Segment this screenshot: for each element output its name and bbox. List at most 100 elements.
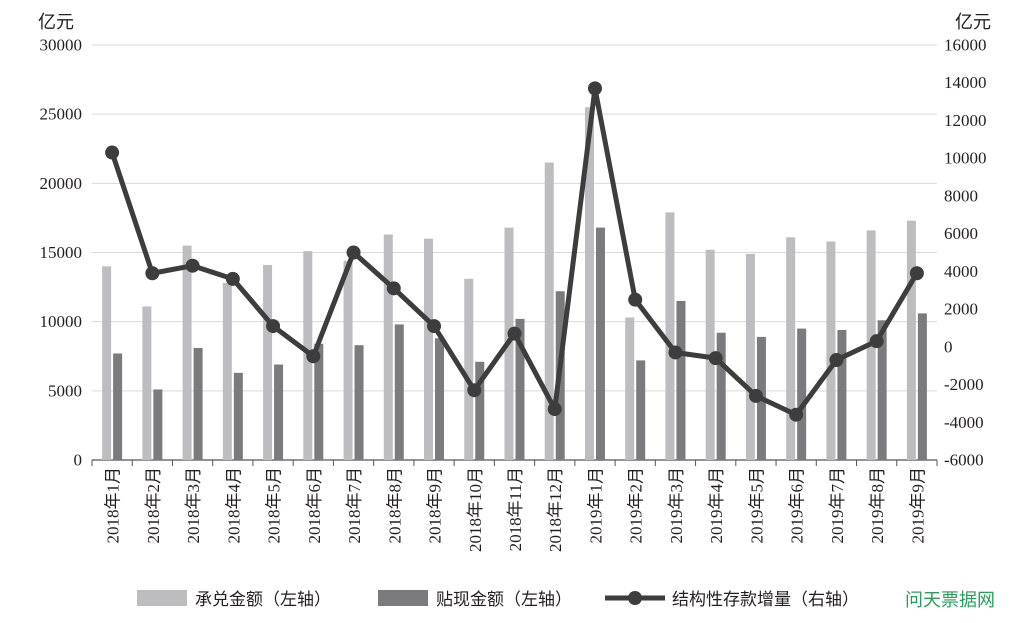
- bar-acceptance-1: [142, 306, 152, 460]
- bar-acceptance-4: [263, 264, 273, 460]
- deposit-point-10: [507, 326, 522, 341]
- deposit-point-6: [346, 245, 361, 260]
- x-tick-label-7: 2018年8月: [385, 467, 404, 544]
- legend-label-deposit: 结构性存款增量（右轴）: [672, 590, 859, 610]
- bar-discount-5: [314, 343, 324, 460]
- bar-acceptance-3: [222, 282, 232, 460]
- deposit-point-0: [105, 145, 120, 160]
- bar-acceptance-12: [584, 107, 594, 460]
- deposit-point-15: [708, 351, 723, 366]
- x-tick-label-20: 2019年9月: [908, 467, 927, 544]
- bar-discount-13: [636, 360, 646, 460]
- x-tick-label-15: 2019年4月: [707, 467, 726, 544]
- legend: 承兑金额（左轴） 贴现金额（左轴） 结构性存款增量（右轴）: [137, 590, 859, 610]
- x-tick-label-0: 2018年1月: [104, 467, 123, 544]
- y-tick-right-2: -2000: [944, 375, 984, 394]
- x-tick-label-6: 2018年7月: [345, 467, 364, 544]
- deposit-point-14: [668, 345, 683, 360]
- y-tick-left-3: 15000: [40, 243, 83, 262]
- left-axis-unit: 亿元: [38, 12, 74, 33]
- bar-discount-10: [515, 318, 525, 460]
- bar-acceptance-9: [464, 278, 474, 460]
- bar-discount-12: [595, 227, 605, 460]
- y-tick-right-0: -6000: [944, 451, 984, 470]
- bar-discount-1: [153, 389, 163, 460]
- gridlines: [92, 44, 937, 392]
- deposit-point-7: [386, 281, 401, 296]
- bar-discount-6: [354, 345, 364, 460]
- x-axis: [91, 459, 938, 466]
- y-tick-right-11: 16000: [944, 36, 987, 55]
- x-tick-label-3: 2018年4月: [224, 467, 243, 544]
- y-tick-left-1: 5000: [48, 381, 82, 400]
- bar-discount-14: [676, 300, 686, 460]
- bar-acceptance-8: [424, 238, 434, 460]
- left-axis-ticks: 0 5000 10000 15000 20000 25000 30000: [40, 36, 83, 470]
- bar-discount-20: [917, 313, 927, 460]
- x-tick-label-14: 2019年3月: [667, 467, 686, 544]
- legend-swatch-deposit-dot: [628, 591, 642, 605]
- deposit-point-12: [587, 81, 602, 96]
- x-tick-label-16: 2019年5月: [747, 467, 766, 544]
- y-tick-left-5: 25000: [40, 105, 83, 124]
- bar-discount-15: [716, 332, 726, 460]
- legend-swatch-discount: [378, 590, 428, 606]
- bar-acceptance-2: [182, 245, 192, 460]
- deposit-point-19: [869, 334, 884, 349]
- deposit-point-8: [427, 319, 442, 334]
- deposit-point-18: [829, 353, 844, 368]
- x-axis-labels: 2018年1月 2018年2月 2018年3月 2018年4月 2018年5月 2018年…: [104, 467, 928, 552]
- deposit-point-2: [185, 258, 200, 273]
- deposit-point-9: [467, 383, 482, 398]
- bar-discount-18: [837, 329, 847, 460]
- x-tick-label-18: 2019年7月: [828, 467, 847, 544]
- x-tick-label-19: 2019年8月: [868, 467, 887, 544]
- deposit-point-5: [306, 349, 321, 364]
- x-tick-label-9: 2018年10月: [466, 467, 485, 552]
- y-tick-right-4: 2000: [944, 300, 978, 319]
- deposit-point-13: [628, 292, 643, 307]
- x-tick-label-13: 2019年2月: [627, 467, 646, 544]
- deposit-point-20: [909, 266, 924, 281]
- bar-acceptance-16: [745, 253, 755, 460]
- y-tick-left-4: 20000: [40, 174, 83, 193]
- bar-acceptance-17: [786, 237, 796, 460]
- x-tick-label-17: 2019年6月: [788, 467, 807, 544]
- y-tick-right-5: 4000: [944, 262, 978, 281]
- bar-acceptance-0: [102, 266, 112, 460]
- deposit-line: [109, 85, 920, 418]
- bar-discount-17: [797, 328, 807, 460]
- x-tick-label-8: 2018年9月: [426, 467, 445, 544]
- x-tick-label-2: 2018年3月: [184, 467, 203, 544]
- bar-acceptance-13: [625, 317, 635, 460]
- deposit-point-11: [547, 402, 562, 417]
- bar-acceptance-18: [826, 241, 836, 460]
- bar-discount-4: [274, 364, 284, 460]
- y-tick-right-9: 12000: [944, 111, 987, 130]
- x-tick-label-5: 2018年6月: [305, 467, 324, 544]
- bar-acceptance-6: [343, 260, 353, 460]
- x-tick-label-4: 2018年5月: [265, 467, 284, 544]
- x-tick-label-12: 2019年1月: [586, 467, 605, 544]
- y-tick-right-1: -4000: [944, 413, 984, 432]
- legend-swatch-acceptance: [137, 590, 187, 606]
- y-tick-right-7: 8000: [944, 186, 978, 205]
- deposit-point-1: [145, 266, 160, 281]
- right-axis-ticks: -6000 -4000 -2000 0 2000 4000 6000 8000 10000 120…: [944, 36, 987, 470]
- deposit-point-16: [748, 388, 763, 403]
- bar-acceptance-11: [544, 162, 554, 461]
- x-tick-label-11: 2018年12月: [546, 467, 565, 552]
- legend-item-discount: 贴现金额（左轴）: [378, 590, 572, 610]
- bar-discount-3: [233, 372, 243, 460]
- x-tick-label-10: 2018年11月: [506, 467, 525, 551]
- bar-discount-0: [113, 353, 123, 460]
- right-axis-unit: 亿元: [955, 12, 991, 33]
- x-tick-label-1: 2018年2月: [144, 467, 163, 544]
- deposit-point-3: [225, 271, 240, 286]
- bar-acceptance-20: [906, 220, 916, 460]
- watermark: 问天票据网: [905, 590, 995, 611]
- bar-acceptance-7: [383, 234, 393, 460]
- deposit-point-17: [789, 407, 804, 422]
- bar-acceptance-14: [665, 212, 675, 460]
